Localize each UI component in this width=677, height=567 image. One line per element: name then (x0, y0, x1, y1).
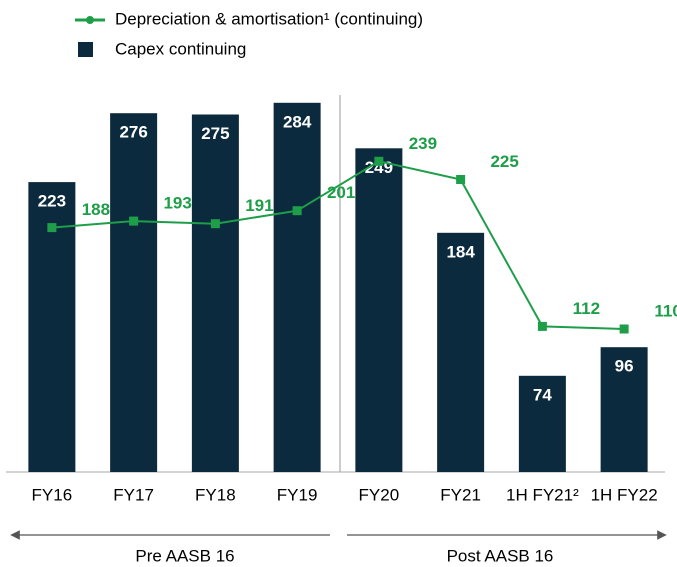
line-marker (374, 156, 384, 166)
x-tick-label: 1H FY22 (591, 485, 658, 504)
x-tick-label: FY19 (277, 485, 318, 504)
line-value-label: 225 (490, 152, 518, 171)
line-marker (456, 175, 466, 184)
bar (437, 232, 485, 472)
bar-value-label: 74 (533, 385, 552, 404)
line-value-label: 110 (654, 301, 677, 320)
line-value-label: 112 (573, 299, 600, 318)
bar (110, 113, 158, 472)
line-value-label: 239 (409, 134, 437, 153)
line-value-label: 188 (82, 200, 110, 219)
line-marker (129, 216, 139, 226)
bar-value-label: 276 (119, 123, 147, 142)
x-tick-label: FY17 (113, 485, 154, 504)
x-tick-label: FY21 (440, 485, 481, 504)
bar-value-label: 284 (283, 112, 312, 131)
x-tick-label: FY20 (359, 485, 400, 504)
period-label: Pre AASB 16 (135, 546, 234, 565)
line-marker (537, 321, 547, 331)
bar (191, 114, 239, 472)
line-value-label: 201 (327, 183, 355, 202)
x-tick-label: FY18 (195, 485, 236, 504)
x-tick-label: 1H FY21² (506, 485, 579, 504)
legend-label: Depreciation & amortisation¹ (continuing… (115, 9, 423, 28)
line (51, 160, 625, 330)
bar (600, 347, 648, 472)
legend-label: Capex continuing (115, 39, 246, 58)
line-value-label: 191 (245, 196, 273, 215)
bar-value-label: 223 (38, 192, 66, 211)
line-marker (47, 223, 57, 233)
legend-marker (86, 16, 94, 24)
bar (273, 102, 321, 473)
x-tick-label: FY16 (32, 485, 73, 504)
bar-value-label: 96 (615, 357, 634, 376)
bar (518, 375, 566, 472)
line-marker (619, 324, 629, 334)
line-marker (210, 219, 220, 229)
bar-value-label: 275 (201, 124, 229, 143)
bar (355, 148, 403, 473)
line-value-label: 193 (163, 194, 191, 213)
period-label: Post AASB 16 (447, 546, 554, 565)
line-marker (292, 206, 302, 216)
bar-value-label: 184 (446, 242, 475, 261)
legend-swatch (78, 42, 93, 57)
